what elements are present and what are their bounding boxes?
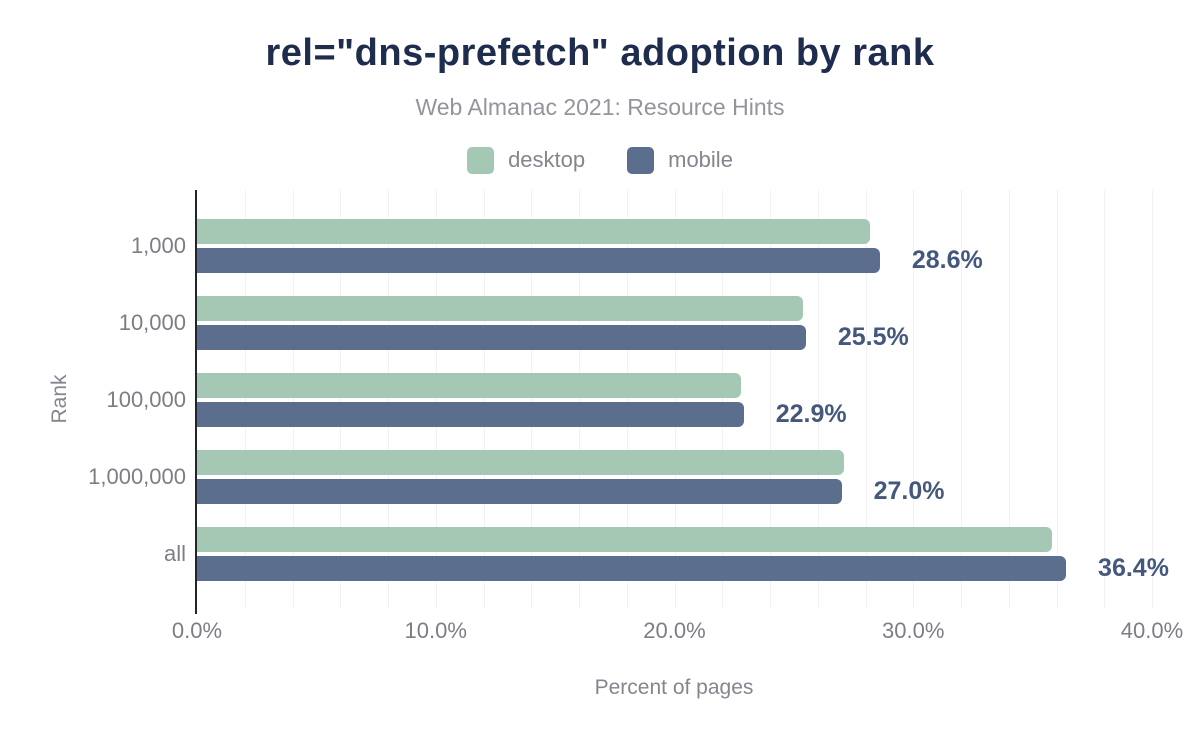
mobile-swatch-icon [627,146,655,174]
gridline [722,190,724,608]
gridline [1152,190,1153,608]
gridline [483,190,485,608]
mobile-bar [197,479,842,504]
value-label: 28.6% [911,246,983,274]
x-axis-title: Percent of pages [594,676,754,699]
x-tick-label: 10.0% [404,618,467,643]
gridline [292,190,294,608]
mobile-bar [197,402,744,427]
desktop-bar [197,373,742,398]
y-tick-label: all [163,541,186,566]
gridline [913,190,915,608]
gridline [817,190,819,608]
gridline [865,190,867,608]
legend-label-desktop: desktop [508,147,586,172]
legend-label-mobile: mobile [668,147,733,172]
desktop-bar [197,296,804,321]
y-tick-label: 10,000 [118,310,186,335]
gridline [388,190,389,608]
value-label: 25.5% [837,323,909,351]
desktop-bar [197,450,844,475]
y-axis-line [195,190,197,614]
gridline [1008,190,1010,608]
y-tick-label: 1,000,000 [88,464,186,489]
desktop-swatch-icon [467,146,495,174]
chart-title: rel="dns-prefetch" adoption by rank [265,32,935,74]
gridline [435,190,437,608]
mobile-bar [197,556,1067,581]
gridline [579,190,580,608]
desktop-bar [197,219,871,244]
gridline [531,190,533,608]
mobile-bar [197,325,806,350]
legend-item-mobile: mobile [627,146,733,174]
gridline [626,190,628,608]
y-tick-label: 1,000 [130,233,186,258]
gridline [770,190,771,608]
legend-item-desktop: desktop [467,146,586,174]
chart-legend: desktop mobile [0,144,1200,176]
y-tick-label: 100,000 [106,387,186,412]
value-label: 36.4% [1098,554,1169,582]
gridline [340,190,342,608]
mobile-bar [197,248,880,273]
gridline [674,190,676,608]
desktop-bar [197,527,1052,552]
x-tick-label: 40.0% [1120,618,1184,643]
value-label: 22.9% [775,400,847,428]
gridline [244,190,246,608]
x-tick-label: 20.0% [643,618,706,643]
value-label: 27.0% [873,477,945,505]
x-tick-label: 0.0% [171,618,223,643]
gridline [1056,190,1058,608]
x-tick-label: 30.0% [882,618,945,643]
chart-subtitle: Web Almanac 2021: Resource Hints [415,94,785,120]
gridline [1104,190,1106,608]
y-axis-title: Rank [48,374,71,424]
gridline [961,190,962,608]
